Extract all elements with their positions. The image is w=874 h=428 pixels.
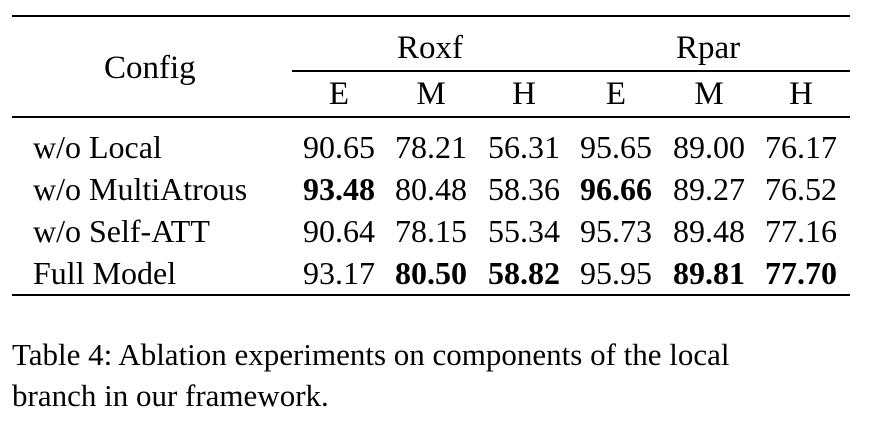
table-cell: 89.00 bbox=[673, 129, 745, 165]
subheader-3: E bbox=[605, 76, 627, 112]
table-cell: 55.34 bbox=[488, 213, 560, 249]
row-label: Full Model bbox=[33, 255, 177, 291]
subheader-0: E bbox=[328, 76, 350, 112]
table-cell: 93.48 bbox=[303, 171, 375, 207]
table-cell: 89.27 bbox=[673, 171, 745, 207]
table-cell: 95.65 bbox=[580, 129, 652, 165]
header-bottom-rule bbox=[12, 116, 850, 118]
table-cell: 78.21 bbox=[395, 129, 467, 165]
row-label: w/o Local bbox=[33, 129, 162, 165]
config-header: Config bbox=[104, 50, 196, 86]
table-cell: 58.36 bbox=[488, 171, 560, 207]
table-cell: 95.95 bbox=[580, 255, 652, 291]
table-cell: 76.52 bbox=[765, 171, 837, 207]
table-cell: 89.81 bbox=[673, 255, 745, 291]
table-cell: 95.73 bbox=[580, 213, 652, 249]
table-cell: 96.66 bbox=[580, 171, 652, 207]
table-cell: 76.17 bbox=[765, 129, 837, 165]
table-cell: 90.65 bbox=[303, 129, 375, 165]
caption-line-2: branch in our framework. bbox=[12, 378, 329, 413]
table-cell: 80.50 bbox=[395, 255, 467, 291]
group-header-rpar: Rpar bbox=[676, 30, 741, 66]
table-cell: 93.17 bbox=[303, 255, 375, 291]
table-cell: 78.15 bbox=[395, 213, 467, 249]
table-cell: 90.64 bbox=[303, 213, 375, 249]
subheader-1: M bbox=[416, 76, 446, 112]
table-bottom-rule bbox=[12, 294, 850, 296]
subheader-4: M bbox=[694, 76, 724, 112]
table-caption: Table 4: Ablation experiments on compone… bbox=[12, 334, 862, 416]
group-rule-roxf-rpar bbox=[292, 70, 850, 72]
table-cell: 77.16 bbox=[765, 213, 837, 249]
table-cell: 58.82 bbox=[488, 255, 560, 291]
caption-line-1: Table 4: Ablation experiments on compone… bbox=[12, 337, 730, 372]
table-cell: 77.70 bbox=[765, 255, 837, 291]
subheader-5: H bbox=[789, 76, 813, 112]
group-header-roxf: Roxf bbox=[397, 30, 463, 66]
row-label: w/o MultiAtrous bbox=[33, 171, 248, 207]
subheader-2: H bbox=[512, 76, 536, 112]
table-cell: 80.48 bbox=[395, 171, 467, 207]
table-top-rule bbox=[12, 15, 850, 17]
table-cell: 56.31 bbox=[488, 129, 560, 165]
table-cell: 89.48 bbox=[673, 213, 745, 249]
row-label: w/o Self-ATT bbox=[33, 213, 210, 249]
